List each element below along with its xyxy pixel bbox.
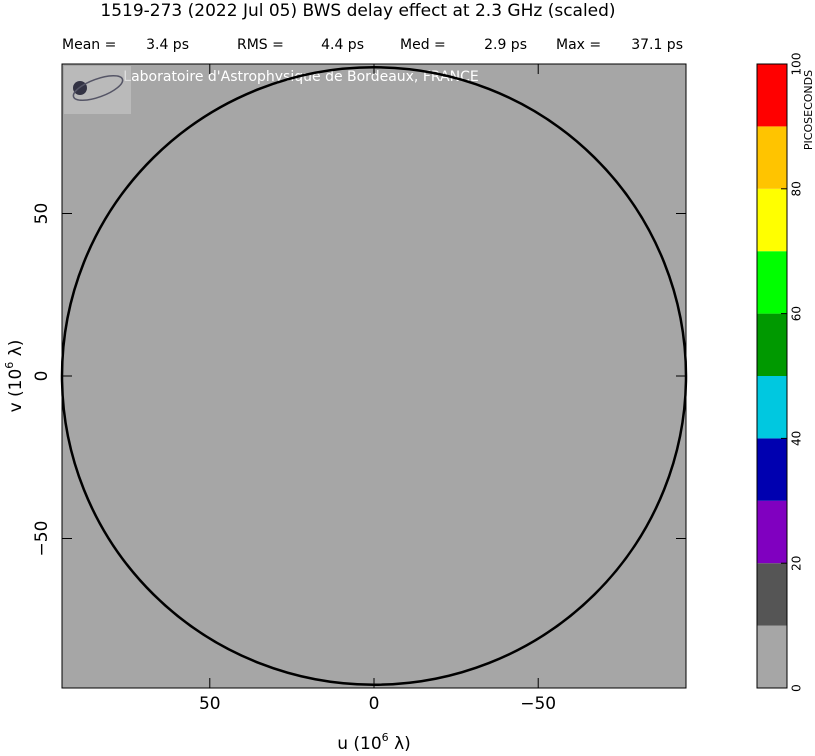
stat-value: 2.9 ps: [484, 37, 527, 53]
colorbar-band: [757, 563, 787, 626]
colorbar-tick-label: 40: [790, 431, 804, 446]
colorbar-band: [757, 438, 787, 501]
x-tick-label: −50: [520, 694, 556, 714]
colorbar-tick-label: 60: [790, 306, 804, 321]
colorbar-band: [757, 126, 787, 189]
x-tick-label: 50: [199, 694, 221, 714]
colorbar-band: [757, 625, 787, 688]
stat-name: RMS =: [237, 37, 284, 53]
colorbar-band: [757, 64, 787, 127]
logo: [64, 66, 131, 114]
colorbar-band: [757, 313, 787, 376]
stat-name: Med =: [400, 37, 446, 53]
y-label-sup: 6: [3, 362, 16, 369]
colorbar-band: [757, 500, 787, 564]
y-tick-label: −50: [32, 521, 52, 557]
x-tick-label: 0: [369, 694, 380, 714]
y-axis-label: v (106 λ): [3, 340, 26, 413]
colorbar-frame: [756, 63, 788, 689]
colorbar-band: [757, 376, 787, 439]
colorbar-band: [757, 188, 787, 252]
stat-value: 4.4 ps: [321, 37, 364, 53]
colorbar-tick-label: 0: [790, 684, 804, 692]
y-label-text: v (10: [6, 369, 26, 413]
stat-name: Mean =: [62, 37, 116, 53]
stat-value: 3.4 ps: [146, 37, 189, 53]
chart-title: 1519-273 (2022 Jul 05) BWS delay effect …: [100, 1, 615, 21]
y-tick-label: 0: [32, 371, 52, 382]
colorbar-tick-label: 100: [790, 53, 804, 76]
x-label-sup: 6: [382, 731, 389, 744]
stat-value: 37.1 ps: [631, 37, 683, 53]
colorbar-tick-label: 20: [790, 556, 804, 571]
colorbar-label: PICOSECONDS: [802, 70, 815, 150]
colorbar-tick-label: 80: [790, 181, 804, 196]
stat-name: Max =: [556, 37, 601, 53]
x-axis-label: u (106 λ): [337, 731, 411, 754]
y-tick-label: 50: [32, 203, 52, 225]
x-label-tail: λ): [389, 734, 411, 754]
colorbar-band: [757, 251, 787, 314]
y-label-tail: λ): [6, 340, 26, 362]
x-label-text: u (10: [337, 734, 381, 754]
plot-area: [61, 63, 687, 689]
